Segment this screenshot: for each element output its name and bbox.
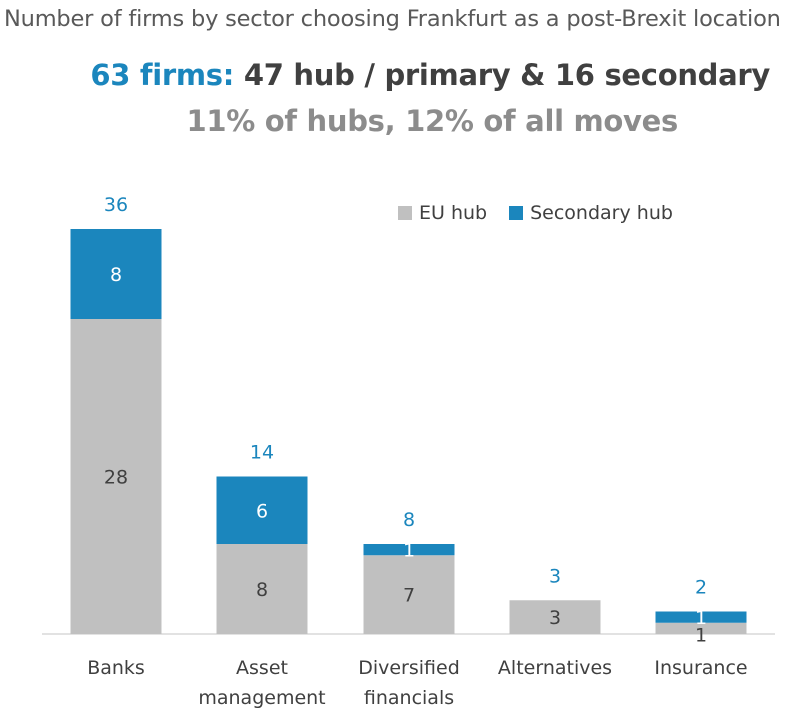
bar-eu-hub [216, 544, 308, 634]
bar-eu-hub [509, 600, 601, 634]
data-label-total: 14 [250, 442, 274, 464]
data-label-eu-hub: 7 [403, 585, 415, 607]
data-label-secondary-hub: 8 [110, 264, 122, 286]
x-tick-label: Banks [87, 657, 145, 679]
data-label-eu-hub: 28 [104, 467, 128, 489]
legend-swatch-eu-hub [398, 206, 412, 220]
bar-secondary-hub [216, 476, 308, 544]
bar-secondary-hub [655, 611, 747, 623]
x-tick-label: Alternatives [498, 657, 612, 679]
data-label-total: 3 [549, 565, 561, 587]
x-tick-label: Asset management [198, 657, 325, 709]
data-label-eu-hub: 1 [695, 624, 707, 646]
bar-secondary-hub [70, 229, 162, 319]
legend-item-secondary-hub: Secondary hub [509, 202, 673, 224]
headline-breakdown: 47 hub / primary & 16 secondary [234, 58, 770, 92]
bar-eu-hub [655, 622, 747, 634]
legend-swatch-secondary-hub [509, 206, 524, 220]
subheadline: 11% of hubs, 12% of all moves [186, 104, 678, 138]
bar-secondary-hub [363, 544, 455, 556]
data-label-secondary-hub: 1 [403, 540, 415, 562]
legend-label-secondary-hub: Secondary hub [530, 202, 673, 224]
legend-item-eu-hub: EU hub [398, 202, 487, 224]
data-label-total: 36 [104, 194, 128, 216]
legend-label-eu-hub: EU hub [419, 202, 488, 224]
headline-firm-count: 63 firms: [90, 58, 235, 92]
headline: 63 firms: 47 hub / primary & 16 secondar… [90, 58, 770, 92]
data-label-secondary-hub: 6 [256, 500, 268, 522]
bar-eu-hub [70, 319, 162, 634]
bar-eu-hub [363, 555, 455, 634]
x-tick-label: Insurance [654, 657, 747, 679]
data-label-total: 8 [403, 509, 415, 531]
data-label-secondary-hub: 1 [695, 607, 707, 629]
x-tick-label: Diversified financials [358, 657, 460, 709]
data-label-eu-hub: 3 [549, 607, 561, 629]
chart-title: Number of firms by sector choosing Frank… [4, 6, 781, 32]
data-label-eu-hub: 8 [256, 579, 268, 601]
data-label-total: 2 [695, 577, 707, 599]
chart-legend: EU hub Secondary hub [398, 202, 695, 224]
